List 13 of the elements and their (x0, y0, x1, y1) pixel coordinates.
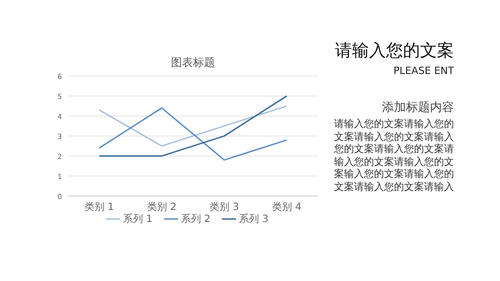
text: 您的文案请输入您的文案请输入您的文案请输入您的文案输入您的文案请输入您的文案请输入您的文案请输入 (333, 144, 454, 194)
x-tick-label: 类别 4 (272, 201, 302, 213)
x-tick-label: 类别 2 (146, 201, 177, 213)
legend-label: 系列 2 (181, 213, 211, 225)
legend-label: 系列 1 (123, 213, 153, 225)
text: 请输入您的文案 (334, 40, 454, 62)
chart-title: 图表标题 (171, 56, 215, 69)
legend-label: 系列 3 (239, 213, 269, 225)
x-tick-label: 类别 3 (209, 201, 240, 213)
x-tick-label: 类别 1 (84, 201, 114, 213)
text: 添加标题内容 (381, 99, 454, 115)
text: PLEASE ENT (392, 65, 454, 79)
text: 请输入您的文案请输入您的文案请输入您的文案请输入 (333, 119, 454, 144)
